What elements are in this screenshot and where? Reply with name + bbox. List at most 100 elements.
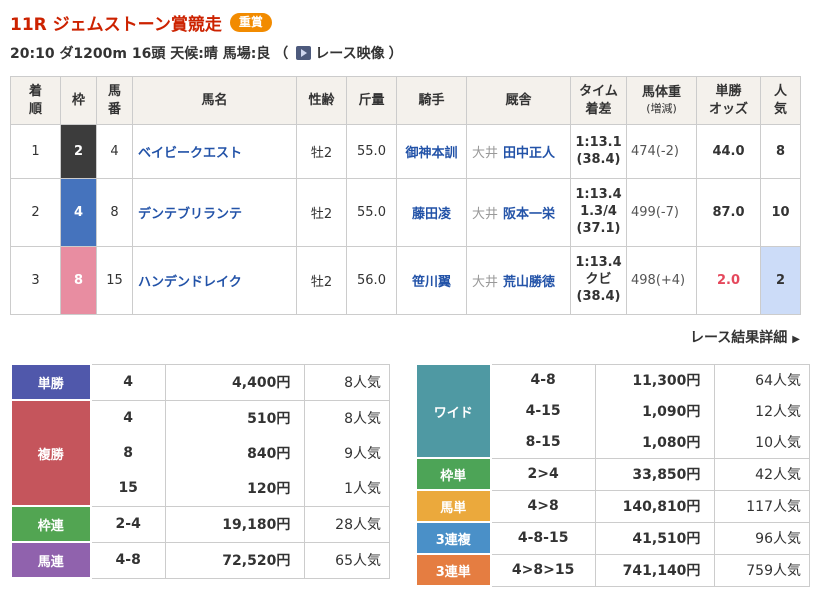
result-row-1: 1 2 4 ベイビークエスト 牡2 55.0 御神本訓 大井 田中正人 1:13.… [10, 124, 801, 180]
win-odds: 87.0 [696, 178, 761, 248]
popularity: 8 [760, 124, 801, 180]
popularity: 2 [760, 246, 801, 316]
bracket-number: 8 [60, 246, 97, 316]
bet-combination: 4>8>15 [511, 562, 575, 579]
body-weight: 499(-7) [626, 178, 697, 248]
bracket-number: 4 [60, 178, 97, 248]
payout-popularity: 65人気 [335, 553, 381, 570]
results-header-row: 着順 枠 馬番 馬名 性齢 斤量 騎手 厩舎 タイム 着差 馬体重 (増減) 単勝オ… [10, 75, 801, 126]
payout-popularity: 8人気 [344, 411, 381, 428]
trainer-link[interactable]: 田中正人 [503, 146, 556, 162]
jockey-link[interactable]: 御神本訓 [405, 146, 458, 162]
payout-amount: 19,180円 [222, 517, 291, 534]
body-weight: 498(+4) [626, 246, 697, 316]
bet-type-label: 複勝 [10, 399, 92, 508]
paren-close: ） [388, 46, 403, 62]
carried-weight: 55.0 [346, 124, 397, 180]
popularity: 10 [760, 178, 801, 248]
result-row-3: 3 8 15 ハンデンドレイク 牡2 56.0 笹川翼 大井 荒山勝徳 1:13.… [10, 246, 801, 316]
detail-link-row: レース結果詳細 ▶ [10, 327, 800, 347]
horse-number: 4 [96, 124, 133, 180]
payout-row-umaren: 馬連 4-8 72,520円 65人気 [10, 541, 390, 580]
finish-position: 1 [10, 124, 61, 180]
bet-combination: 4>8 [527, 498, 559, 515]
jockey-link[interactable]: 藤田凌 [411, 207, 451, 223]
horse-number: 15 [96, 246, 133, 316]
sex-age: 牡2 [296, 124, 347, 180]
bet-type-label: 馬連 [10, 541, 92, 580]
payouts-section: 単勝 4 4,400円 8人気 複勝 4 8 15 510円 840円 120円… [10, 363, 812, 588]
race-video-link[interactable]: レース映像 [315, 46, 385, 62]
col-header-body-weight: 馬体重 (増減) [626, 75, 697, 126]
col-header-weight: 斤量 [346, 75, 397, 126]
time-margin: 1:13.4 クビ (38.4) [570, 246, 627, 316]
payout-row-tansho: 単勝 4 4,400円 8人気 [10, 363, 390, 402]
col-header-jockey: 騎手 [396, 75, 467, 126]
race-header: 11R ジェムストーン賞競走 重賞 [10, 10, 812, 35]
payout-amount: 140,810円 [622, 499, 701, 516]
bet-combination: 4 [123, 410, 134, 427]
bet-type-label: 枠単 [415, 457, 492, 492]
bet-combination: 8-15 [525, 434, 561, 451]
payout-row-wakuren: 枠連 2-4 19,180円 28人気 [10, 505, 390, 544]
race-results-table: 着順 枠 馬番 馬名 性齢 斤量 騎手 厩舎 タイム 着差 馬体重 (増減) 単勝オ… [10, 75, 801, 316]
finish-position: 2 [10, 178, 61, 248]
payout-amount: 840円 [247, 446, 291, 463]
payout-popularity: 8人気 [344, 375, 381, 392]
bet-combination: 2-4 [115, 516, 141, 533]
win-odds: 44.0 [696, 124, 761, 180]
payout-popularity: 117人気 [746, 499, 801, 516]
payout-popularity: 12人気 [755, 404, 801, 421]
payout-amount: 1,080円 [642, 435, 701, 452]
trainer-link[interactable]: 阪本一栄 [503, 207, 556, 223]
time-margin: 1:13.1 (38.4) [570, 124, 627, 180]
bet-combination: 4 [123, 374, 134, 391]
race-info: 20:10 ダ1200m 16頭 天候:晴 馬場:良 （ レース映像 ） [10, 43, 812, 63]
race-result-detail-link[interactable]: レース結果詳細 ▶ [689, 330, 800, 347]
bet-type-label: 3連単 [415, 553, 492, 588]
bet-type-label: 単勝 [10, 363, 92, 402]
payout-table-left: 単勝 4 4,400円 8人気 複勝 4 8 15 510円 840円 120円… [10, 363, 390, 580]
play-triangle-icon [301, 49, 308, 57]
grade-badge: 重賞 [229, 12, 272, 33]
carried-weight: 55.0 [346, 178, 397, 248]
sex-age: 牡2 [296, 246, 347, 316]
body-weight: 474(-2) [626, 124, 697, 180]
horse-name-link[interactable]: ハンデンドレイク [138, 275, 242, 291]
bet-combination: 8 [123, 445, 134, 462]
payout-amount: 33,850円 [632, 467, 701, 484]
carried-weight: 56.0 [346, 246, 397, 316]
video-play-icon[interactable] [296, 46, 312, 60]
payout-row-umatan: 馬単 4>8 140,810円 117人気 [415, 489, 810, 524]
payout-amount: 11,300円 [632, 373, 701, 390]
horse-name-link[interactable]: ベイビークエスト [138, 146, 243, 162]
col-header-stable: 厩舎 [466, 75, 571, 126]
jockey-link[interactable]: 笹川翼 [411, 275, 451, 291]
horse-name-link[interactable]: デンテブリランテ [138, 207, 243, 223]
payout-amount: 120円 [247, 481, 291, 498]
bet-combination: 4-15 [525, 403, 561, 420]
bet-type-label: 馬単 [415, 489, 492, 524]
col-header-horse-number: 馬番 [96, 75, 133, 126]
stable-region: 大井 [472, 207, 499, 223]
payout-row-fukusho: 複勝 4 8 15 510円 840円 120円 8人気 9人気 1人気 [10, 399, 390, 508]
payout-row-sanrentan: 3連単 4>8>15 741,140円 759人気 [415, 553, 810, 588]
payout-row-wide: ワイド 4-8 4-15 8-15 11,300円 1,090円 1,080円 … [415, 363, 810, 460]
stable-region: 大井 [472, 146, 499, 162]
payout-popularity: 64人気 [755, 373, 801, 390]
payout-popularity: 759人気 [746, 563, 801, 580]
col-header-win-odds: 単勝 オッズ [696, 75, 761, 126]
finish-position: 3 [10, 246, 61, 316]
time-margin: 1:13.4 1.3/4 (37.1) [570, 178, 627, 248]
trainer-link[interactable]: 荒山勝徳 [503, 275, 556, 291]
bet-type-label: 枠連 [10, 505, 92, 544]
payout-popularity: 1人気 [344, 481, 381, 498]
bracket-number: 2 [60, 124, 97, 180]
bet-combination: 2>4 [527, 466, 559, 483]
payout-table-right: ワイド 4-8 4-15 8-15 11,300円 1,090円 1,080円 … [415, 363, 810, 588]
payout-amount: 72,520円 [222, 553, 291, 570]
payout-popularity: 9人気 [344, 446, 381, 463]
payout-amount: 41,510円 [632, 531, 701, 548]
bet-combination: 4-8 [530, 372, 556, 389]
payout-row-wakutan: 枠単 2>4 33,850円 42人気 [415, 457, 810, 492]
